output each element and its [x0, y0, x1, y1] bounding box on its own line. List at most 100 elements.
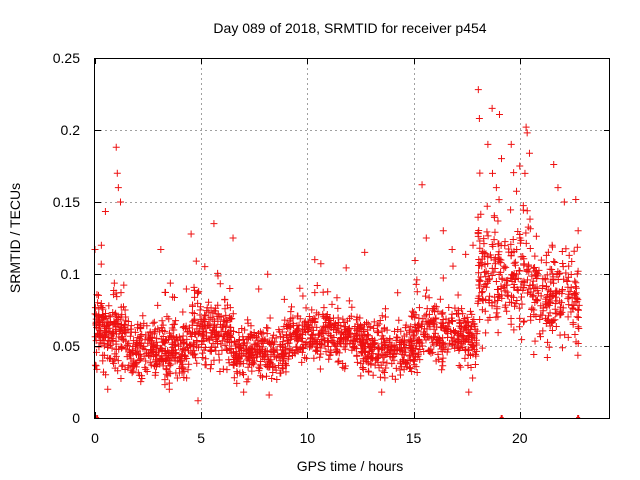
data-point: [146, 359, 154, 367]
data-point: [115, 328, 123, 336]
data-point: [339, 315, 347, 323]
data-point: [345, 329, 353, 337]
x-axis-title: GPS time / hours: [297, 458, 404, 474]
data-point: [501, 238, 509, 246]
data-point: [523, 265, 531, 273]
data-point: [114, 367, 122, 375]
data-point: [461, 345, 469, 353]
data-point: [209, 339, 217, 347]
data-point: [127, 355, 135, 363]
data-point: [190, 341, 198, 349]
data-point: [192, 354, 200, 362]
data-point: [374, 350, 382, 358]
data-point: [573, 243, 581, 251]
data-point: [408, 368, 416, 376]
data-point: [486, 313, 494, 321]
data-point: [379, 358, 387, 366]
data-point: [448, 316, 456, 324]
data-point: [490, 236, 498, 244]
data-point: [350, 342, 358, 350]
data-point: [117, 334, 125, 342]
data-point: [127, 325, 135, 333]
data-point: [427, 345, 435, 353]
data-point: [379, 351, 387, 359]
data-point: [106, 341, 114, 349]
data-point: [564, 333, 572, 341]
data-point: [481, 261, 489, 269]
data-point: [425, 310, 433, 318]
data-point: [431, 333, 439, 341]
x-tick-label: 10: [300, 430, 316, 446]
data-point: [322, 348, 330, 356]
data-point: [472, 350, 480, 358]
data-point: [235, 337, 243, 345]
data-point: [310, 314, 318, 322]
data-point: [381, 313, 389, 321]
data-point: [332, 326, 340, 334]
data-point: [302, 328, 310, 336]
data-point: [510, 283, 518, 291]
data-point: [519, 253, 527, 261]
data-point: [532, 268, 540, 276]
data-point: [520, 318, 528, 326]
plot-frame: [94, 58, 610, 419]
data-point: [550, 161, 558, 169]
data-point: [416, 346, 424, 354]
data-point: [188, 333, 196, 341]
data-point: [455, 316, 463, 324]
data-point: [237, 358, 245, 366]
data-point: [438, 310, 446, 318]
data-point: [377, 346, 385, 354]
data-point: [210, 323, 218, 331]
data-point: [464, 318, 472, 326]
data-point: [210, 220, 218, 228]
data-point: [205, 315, 213, 323]
data-point: [178, 363, 186, 371]
data-point: [100, 322, 108, 330]
data-point: [292, 343, 300, 351]
data-point: [283, 321, 291, 329]
data-point: [375, 364, 383, 372]
data-point: [518, 300, 526, 308]
data-point: [225, 359, 233, 367]
data-point: [184, 366, 192, 374]
data-point: [219, 333, 227, 341]
data-point: [314, 331, 322, 339]
data-point: [127, 366, 135, 374]
data-point: [104, 385, 112, 393]
data-point: [209, 327, 217, 335]
data-point: [530, 351, 538, 359]
data-point: [466, 307, 474, 315]
data-point: [538, 311, 546, 319]
axis-ticks: [95, 58, 610, 419]
data-point: [551, 305, 559, 313]
data-point: [574, 227, 582, 235]
data-point: [293, 312, 301, 320]
data-point: [552, 322, 560, 330]
data-point: [231, 352, 239, 360]
data-point: [554, 184, 562, 192]
data-point: [91, 310, 99, 318]
data-point: [399, 347, 407, 355]
data-point: [357, 372, 365, 380]
data-point: [335, 349, 343, 357]
data-point: [442, 315, 450, 323]
data-point: [112, 345, 120, 353]
data-point: [511, 302, 519, 310]
data-point: [165, 385, 173, 393]
data-point: [527, 316, 535, 324]
data-point: [176, 352, 184, 360]
data-point: [381, 305, 389, 313]
data-point: [97, 241, 105, 249]
data-point: [151, 326, 159, 334]
data-point: [559, 263, 567, 271]
data-point: [430, 321, 438, 329]
data-point: [158, 324, 166, 332]
data-point: [516, 314, 524, 322]
data-point: [182, 285, 190, 293]
data-point: [472, 336, 480, 344]
data-point: [502, 263, 510, 271]
data-point: [310, 354, 318, 362]
data-point: [202, 312, 210, 320]
data-point: [548, 327, 556, 335]
